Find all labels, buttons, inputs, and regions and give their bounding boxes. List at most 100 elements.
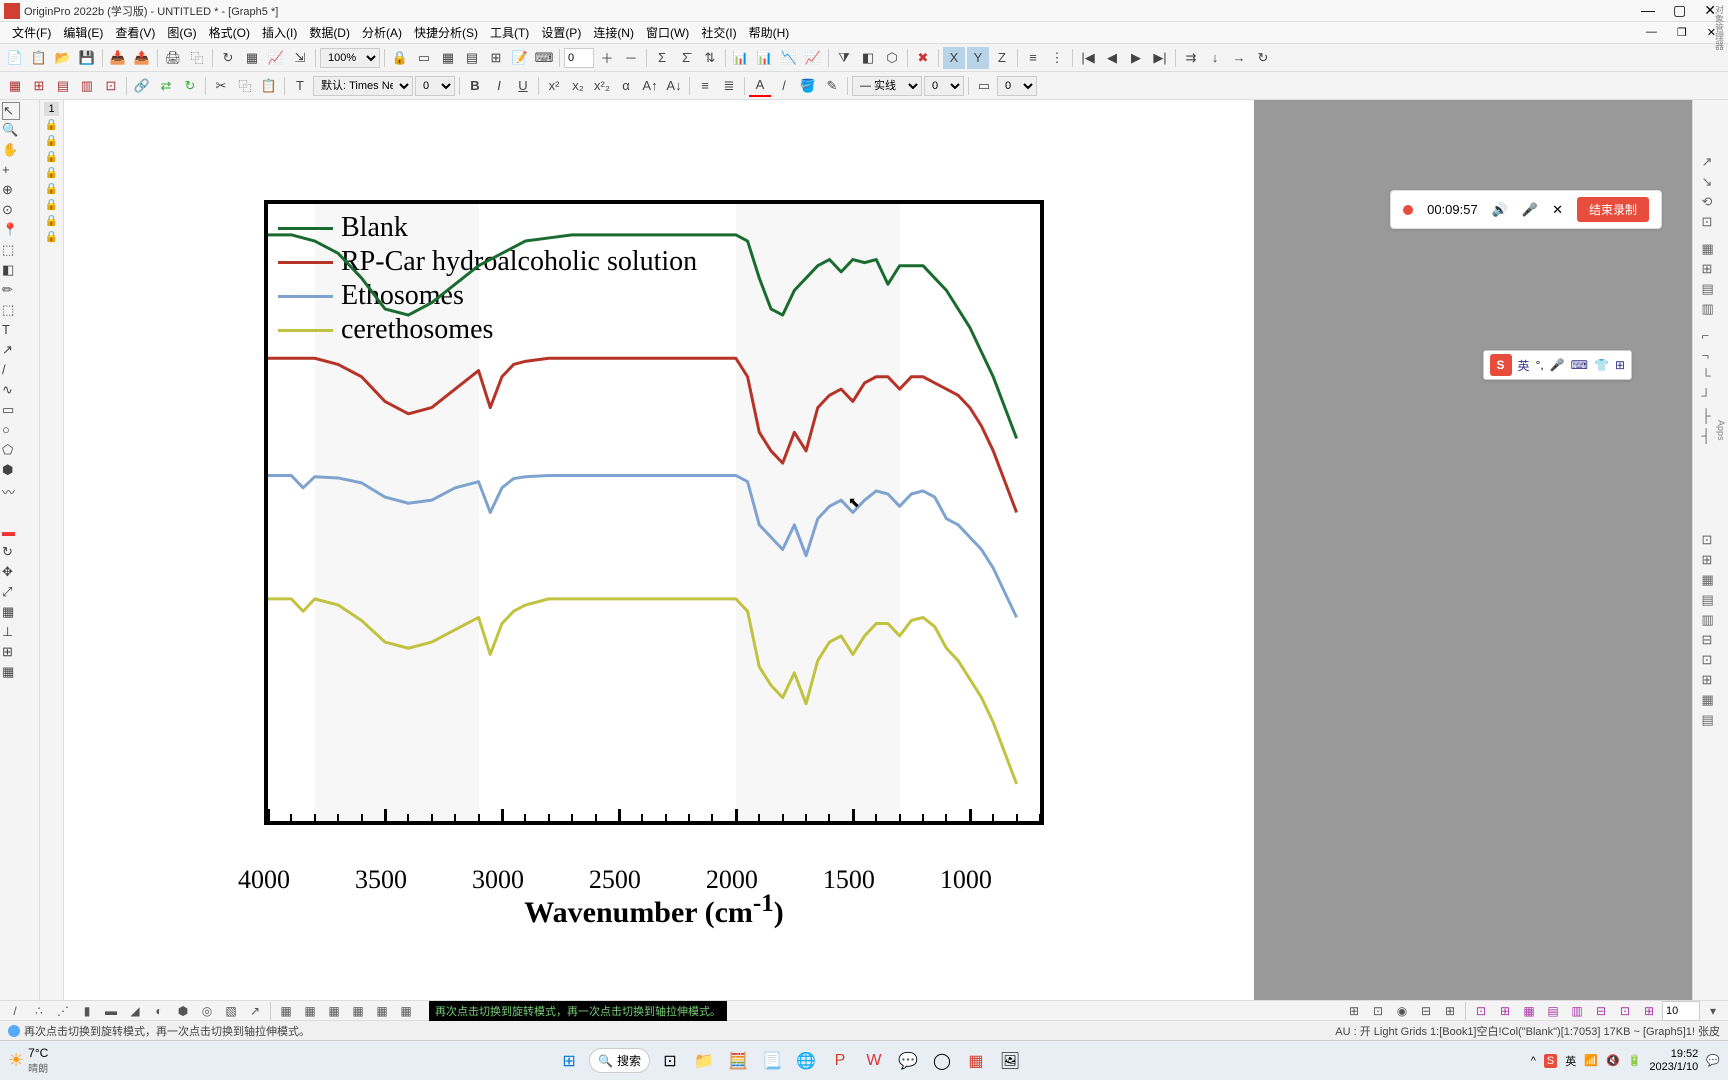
print-icon[interactable]: 🖨 (162, 47, 184, 69)
maximize-button[interactable]: ▢ (1673, 2, 1686, 19)
tray-clock[interactable]: 19:52 2023/1/10 (1649, 1048, 1698, 1072)
mdi-minimize[interactable]: — (1640, 24, 1663, 41)
align-left-icon[interactable]: ≡ (694, 75, 716, 97)
zoom-in-icon[interactable]: ＋ (596, 47, 618, 69)
rt-1[interactable]: ↗ (1702, 154, 1720, 172)
taskbar-ppt-icon[interactable]: P (826, 1047, 854, 1075)
ime-logo-icon[interactable]: S (1490, 354, 1512, 376)
lock-icon-4[interactable]: 🔒 (45, 166, 59, 180)
taskbar-origin-icon[interactable]: ▦ (962, 1047, 990, 1075)
window-icon[interactable]: ▭ (413, 47, 435, 69)
bt-pie-icon[interactable]: ◐ (148, 1002, 170, 1020)
freehand-tool-icon[interactable]: 〰 (2, 482, 20, 500)
mask-tool-icon[interactable]: ◧ (2, 262, 20, 280)
taskbar-edge-icon[interactable]: 🌐 (792, 1047, 820, 1075)
tb2-1[interactable]: ▦ (4, 75, 26, 97)
align-center-icon[interactable]: ≣ (718, 75, 740, 97)
lock-icon-2[interactable]: 🔒 (45, 134, 59, 148)
bt-dropdown-icon[interactable]: ▾ (1702, 1002, 1724, 1020)
next-icon[interactable]: ▶ (1125, 47, 1147, 69)
other-select[interactable]: 0 (997, 76, 1037, 96)
text-tool-icon[interactable]: T (289, 75, 311, 97)
line-style-select[interactable]: — 实线 (852, 76, 922, 96)
recording-mic-icon[interactable]: 🎤 (1522, 202, 1538, 218)
rt-app-6[interactable]: ⊟ (1702, 632, 1720, 650)
bt-3d-icon[interactable]: ⬢ (172, 1002, 194, 1020)
z-axis-icon[interactable]: Z (991, 47, 1013, 69)
ime-settings-icon[interactable]: ⊞ (1615, 358, 1625, 372)
pointer-tool-icon[interactable]: ↖ (2, 102, 20, 120)
menu-connect[interactable]: 连接(N) (587, 22, 640, 43)
menu-insert[interactable]: 插入(I) (256, 22, 303, 43)
supsub-icon[interactable]: x²₂ (591, 75, 613, 97)
region-tool-icon[interactable]: ⬢ (2, 462, 20, 480)
rt-7[interactable]: ▤ (1702, 281, 1720, 299)
open-icon[interactable]: 📂 (52, 47, 74, 69)
layer-tab[interactable]: 1 (44, 102, 58, 116)
polygon-tool-icon[interactable]: ⬠ (2, 442, 20, 460)
new-layer-icon[interactable]: ▦ (241, 47, 263, 69)
delete-icon[interactable]: ✖ (912, 47, 934, 69)
menu-view[interactable]: 查看(V) (109, 22, 161, 43)
bt-g2-icon[interactable]: ⊡ (1367, 1002, 1389, 1020)
chart-plot-area[interactable]: Blank RP-Car hydroalcoholic solution Eth… (264, 200, 1044, 825)
rt-app-2[interactable]: ⊞ (1702, 552, 1720, 570)
grid-tool-icon[interactable]: ⊞ (2, 644, 20, 662)
taskbar-app1-icon[interactable]: 🧮 (724, 1047, 752, 1075)
fill-color-icon[interactable]: 🪣 (797, 75, 819, 97)
rt-app-7[interactable]: ⊡ (1702, 652, 1720, 670)
menu-help[interactable]: 帮助(H) (743, 22, 796, 43)
rt-10[interactable]: ¬ (1702, 348, 1720, 366)
rescale-icon[interactable]: ⇲ (289, 47, 311, 69)
import-icon[interactable]: 📥 (107, 47, 129, 69)
bt-a8-icon[interactable]: ⊞ (1638, 1002, 1660, 1020)
bt-a6-icon[interactable]: ⊟ (1590, 1002, 1612, 1020)
cut-icon[interactable]: ✂ (210, 75, 232, 97)
taskbar-start-icon[interactable]: ⊞ (555, 1047, 583, 1075)
rt-app-9[interactable]: ▦ (1702, 692, 1720, 710)
move-icon[interactable]: ✥ (2, 564, 20, 582)
minimize-button[interactable]: — (1641, 2, 1655, 19)
tb2-5[interactable]: ⊡ (100, 75, 122, 97)
reader-tool-icon[interactable]: + (2, 162, 20, 180)
bt-g1-icon[interactable]: ⊞ (1343, 1002, 1365, 1020)
bt-scatter-icon[interactable]: ∴ (28, 1002, 50, 1020)
lock-icon[interactable]: 🔒 (389, 47, 411, 69)
forward-icon[interactable]: → (1228, 47, 1250, 69)
code-icon[interactable]: ⌨ (533, 47, 555, 69)
lock-icon-8[interactable]: 🔒 (45, 230, 59, 244)
bt-g5-icon[interactable]: ⊞ (1439, 1002, 1461, 1020)
selection-icon[interactable]: ⬚ (2, 302, 20, 320)
rt-4[interactable]: ⊡ (1702, 214, 1720, 232)
taskbar-search[interactable]: 🔍 搜索 (589, 1048, 650, 1073)
bt-a5-icon[interactable]: ▥ (1566, 1002, 1588, 1020)
menu-window[interactable]: 窗口(W) (640, 22, 695, 43)
tray-battery-icon[interactable]: 🔋 (1628, 1054, 1642, 1067)
bt-stat2-icon[interactable]: ▦ (299, 1002, 321, 1020)
rt-app-10[interactable]: ▤ (1702, 712, 1720, 730)
menu-file[interactable]: 文件(F) (6, 22, 57, 43)
screen-reader-icon[interactable]: ⊕ (2, 182, 20, 200)
ime-toolbar[interactable]: S 英 °, 🎤 ⌨ 👕 ⊞ (1483, 350, 1632, 380)
decrease-font-icon[interactable]: A↓ (663, 75, 685, 97)
tb2-3[interactable]: ▤ (52, 75, 74, 97)
ime-keyboard-icon[interactable]: ⌨ (1571, 358, 1588, 372)
table-tool-icon[interactable]: ▦ (2, 664, 20, 682)
rt-5[interactable]: ▦ (1702, 241, 1720, 259)
taskbar-explorer-icon[interactable]: 📁 (690, 1047, 718, 1075)
superscript-icon[interactable]: x² (543, 75, 565, 97)
sort-icon[interactable]: ⇅ (699, 47, 721, 69)
bt-vector-icon[interactable]: ↗ (244, 1002, 266, 1020)
last-icon[interactable]: ▶| (1149, 47, 1171, 69)
notes-icon[interactable]: 📝 (509, 47, 531, 69)
rt-app-1[interactable]: ⊡ (1702, 532, 1720, 550)
graph1-icon[interactable]: 📊 (730, 47, 752, 69)
taskbar-weather[interactable]: ☀ 7°C 晴朗 (8, 1046, 48, 1075)
font-select[interactable]: 默认: Times New (313, 76, 413, 96)
rotate-icon[interactable]: ↻ (2, 544, 20, 562)
text-tool2-icon[interactable]: T (2, 322, 20, 340)
italic-icon[interactable]: I (488, 75, 510, 97)
recording-stop-button[interactable]: 结束录制 (1577, 197, 1649, 222)
bt-a3-icon[interactable]: ▦ (1518, 1002, 1540, 1020)
first-icon[interactable]: |◀ (1077, 47, 1099, 69)
